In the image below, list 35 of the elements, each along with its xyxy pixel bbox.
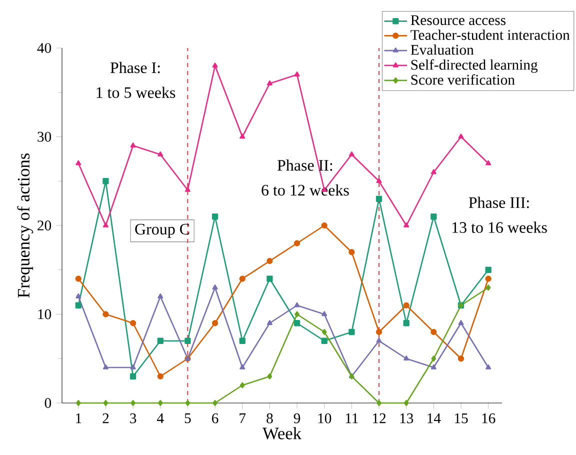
x-tick-label: 3 [130,413,136,424]
annotation: 1 to 5 weeks [96,86,176,98]
x-tick-label: 14 [428,413,441,424]
y-tick-label: 40 [37,43,52,53]
x-tick-label: 1 [76,413,82,424]
x-tick-label: 15 [454,413,468,424]
y-tick-label: 30 [38,132,52,142]
x-tick-label: 6 [212,413,218,424]
x-tick-label: 8 [266,413,273,424]
y-tick-label: 10 [38,309,52,320]
annotation: 13 to 16 weeks [452,222,547,233]
x-axis-title: Week [262,427,302,440]
x-tick-label: 4 [157,413,164,424]
x-tick-label: 2 [102,413,109,424]
x-tick-label: 5 [184,413,191,424]
x-tick-label: 9 [294,413,300,424]
x-tick-label: 13 [400,413,414,424]
annotation: Group C [135,224,190,238]
y-tick-label: 0 [44,398,52,408]
x-tick-label: 10 [318,413,332,424]
legend-label: Teacher-student interaction [410,30,570,40]
annotation: Phase II: [277,159,332,171]
legend-label: Score verification [411,74,515,85]
annotation: 6 to 12 weeks [262,184,349,196]
y-axis-title: Frequency of actions [17,153,34,298]
annotation: Phase III: [468,196,529,208]
x-tick-label: 7 [240,413,246,424]
legend-label: Evaluation [410,44,474,55]
annotation: Phase I: [110,62,160,74]
x-tick-label: 16 [482,413,496,424]
x-tick-label: 11 [346,413,358,424]
x-tick-label: 12 [372,413,386,424]
legend-label: Self-directed learning [411,59,538,73]
legend-label: Resource access [410,15,506,26]
y-tick-label: 20 [38,220,52,230]
